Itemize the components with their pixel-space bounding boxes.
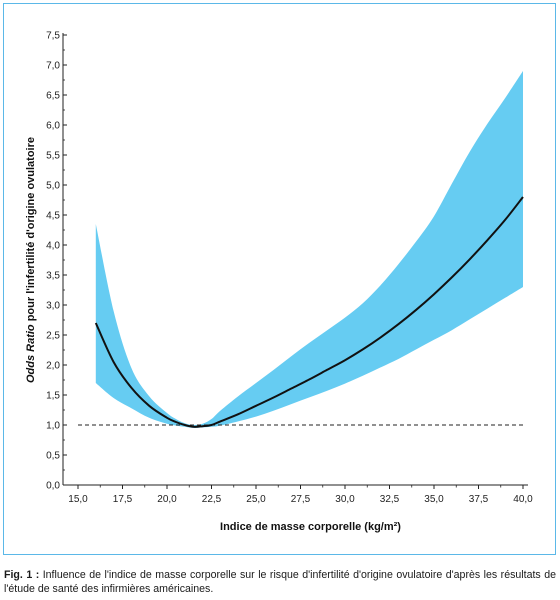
- caption-label: Fig. 1 :: [4, 569, 40, 581]
- y-tick-label: 7,0: [46, 61, 60, 72]
- y-tick-label: 2,5: [46, 331, 60, 342]
- tick-labels: 0,0 0,5 1,0 1,5 2,0 2,5 3,0 3,5 4,0 4,5 5,0 5,5 6,0 6…: [46, 31, 533, 506]
- y-tick-label: 2,0: [46, 361, 60, 372]
- y-tick-label: 3,0: [46, 301, 60, 312]
- figure-caption: Fig. 1 : Influence de l'indice de masse …: [4, 568, 556, 596]
- y-axis-label-italic: Odds Ratio: [25, 324, 37, 383]
- y-tick-label: 5,5: [46, 151, 60, 162]
- odds-ratio-line-layer: [94, 196, 524, 428]
- confidence-band: [95, 71, 524, 429]
- confidence-band-layer: [95, 71, 524, 429]
- y-tick-label: 6,5: [46, 91, 60, 102]
- x-tick-label: 20,0: [157, 494, 177, 505]
- x-tick-label: 17,5: [113, 494, 133, 505]
- x-tick-label: 15,0: [68, 494, 88, 505]
- y-tick-label: 0,0: [46, 481, 60, 492]
- y-tick-label: 0,5: [46, 451, 60, 462]
- x-tick-label: 27,5: [291, 494, 311, 505]
- y-tick-label: 4,0: [46, 241, 60, 252]
- y-tick-label: 1,0: [46, 421, 60, 432]
- x-tick-label: 25,0: [246, 494, 266, 505]
- y-tick-label: 7,5: [46, 31, 60, 42]
- x-tick-label: 35,0: [424, 494, 444, 505]
- x-tick-label: 30,0: [335, 494, 355, 505]
- chart: 0,0 0,5 1,0 1,5 2,0 2,5 3,0 3,5 4,0 4,5 5,0 5,5 6,0 6…: [25, 31, 533, 534]
- x-axis-label: Indice de masse corporelle (kg/m²): [220, 521, 401, 533]
- y-axis-label: Odds Ratio pour l'infertilité d'origine …: [25, 137, 37, 383]
- x-tick-label: 22,5: [202, 494, 222, 505]
- y-axis-label-rest: pour l'infertilité d'origine ovulatoire: [25, 137, 37, 324]
- y-tick-label: 5,0: [46, 181, 60, 192]
- y-tick-label: 6,0: [46, 121, 60, 132]
- x-tick-label: 40,0: [513, 494, 533, 505]
- x-tick-label: 32,5: [380, 494, 400, 505]
- y-tick-label: 4,5: [46, 211, 60, 222]
- y-tick-label: 3,5: [46, 271, 60, 282]
- x-tick-label: 37,5: [469, 494, 489, 505]
- axes: [62, 33, 528, 489]
- y-tick-label: 1,5: [46, 391, 60, 402]
- odds-ratio-line: [94, 196, 524, 428]
- caption-text: Influence de l'indice de masse corporell…: [4, 569, 556, 595]
